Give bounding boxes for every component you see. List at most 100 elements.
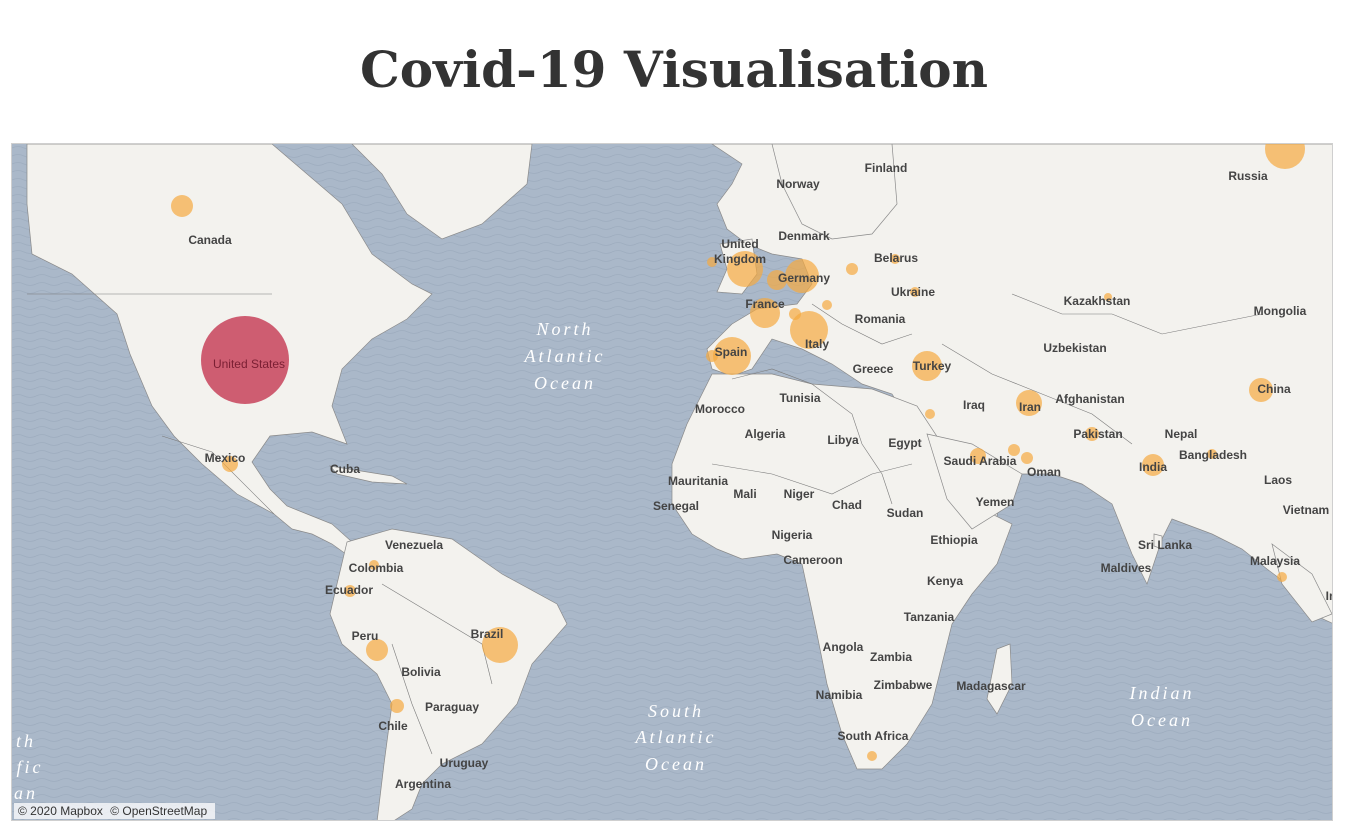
bubble-belgium[interactable] [767, 270, 787, 290]
map-attribution[interactable]: © 2020 Mapbox © OpenStreetMap [14, 803, 216, 819]
bubble-united-kingdom[interactable] [727, 251, 763, 287]
label-denmark: Denmark [778, 229, 830, 243]
bubble-saudi-arabia[interactable] [970, 448, 986, 464]
bubble-kazakhstan[interactable] [1104, 293, 1112, 301]
land-sri-lanka [1153, 533, 1163, 550]
bubble-united-states[interactable] [201, 316, 289, 404]
bubble-qatar[interactable] [1008, 444, 1020, 456]
label-bangladesh: Bangladesh [1179, 448, 1247, 462]
bubble-ireland[interactable] [707, 257, 717, 267]
bubble-iran[interactable] [1016, 390, 1042, 416]
label-angola: Angola [823, 640, 864, 654]
border-africa-a [731, 368, 893, 505]
ocean-label-north-atlantic-3: Ocean [534, 373, 596, 393]
bubble-india[interactable] [1142, 454, 1164, 476]
label-spain: Spain [715, 345, 748, 359]
bubble-mexico[interactable] [222, 456, 238, 472]
label-pakistan: Pakistan [1073, 427, 1122, 441]
bubble-ukraine[interactable] [910, 287, 920, 297]
label-finland: Finland [865, 161, 908, 175]
bubble-china[interactable] [1249, 378, 1273, 402]
bubble-italy[interactable] [790, 311, 828, 349]
label-sri-lanka: Sri Lanka [1138, 538, 1192, 552]
label-yemen: Yemen [976, 495, 1015, 509]
label-zimbabwe: Zimbabwe [874, 678, 933, 692]
land-south-america [329, 528, 568, 820]
attribution-openstreetmap[interactable]: © OpenStreetMap [110, 804, 208, 818]
ocean-label-indian-2: Ocean [1131, 710, 1193, 730]
bubble-brazil[interactable] [482, 627, 518, 663]
label-ecuador: Ecuador [325, 583, 373, 597]
bubble-south-africa[interactable] [867, 751, 877, 761]
label-tanzania: Tanzania [904, 610, 955, 624]
bubble-canada[interactable] [171, 195, 193, 217]
label-nigeria: Nigeria [772, 528, 813, 542]
label-egypt: Egypt [888, 436, 921, 450]
bubble-bangladesh[interactable] [1207, 449, 1217, 459]
bubble-switzerland[interactable] [789, 308, 801, 320]
land-scandinavia [771, 144, 898, 240]
map-canvas[interactable]: North Atlantic Ocean South Atlantic Ocea… [12, 144, 1333, 821]
label-cuba: Cuba [330, 462, 360, 476]
label-norway: Norway [776, 177, 820, 191]
label-belarus: Belarus [874, 251, 918, 265]
ocean-label-north-atlantic-1: North [535, 319, 593, 339]
label-iran: Iran [1019, 400, 1041, 414]
bubble-singapore[interactable] [1277, 572, 1287, 582]
ocean-label-pacific-3: an [14, 783, 38, 803]
label-turkey: Turkey [913, 359, 952, 373]
label-paraguay: Paraguay [425, 700, 479, 714]
label-nepal: Nepal [1165, 427, 1198, 441]
label-ethiopia: Ethiopia [930, 533, 978, 547]
label-canada: Canada [188, 233, 232, 247]
border-europe-a [811, 303, 913, 345]
ocean-label-pacific-1: th [16, 731, 36, 751]
label-maldives: Maldives [1101, 561, 1152, 575]
ocean-labels: North Atlantic Ocean South Atlantic Ocea… [14, 319, 1195, 803]
bubble-austria[interactable] [822, 300, 832, 310]
border-us-mexico [161, 435, 275, 515]
bubble-russia[interactable] [1265, 144, 1305, 169]
bubble-colombia[interactable] [369, 560, 379, 570]
land-africa [671, 373, 1013, 770]
bubble-pakistan[interactable] [1085, 427, 1099, 441]
world-map[interactable]: North Atlantic Ocean South Atlantic Ocea… [11, 143, 1333, 821]
bubble-ecuador[interactable] [344, 585, 356, 597]
label-oman: Oman [1027, 465, 1061, 479]
bubble-israel[interactable] [925, 409, 935, 419]
label-afghanistan: Afghanistan [1055, 392, 1124, 406]
bubble-chile[interactable] [390, 699, 404, 713]
bubble-belarus[interactable] [890, 254, 900, 264]
label-colombia: Colombia [349, 561, 404, 575]
ocean-label-south-atlantic-3: Ocean [645, 754, 707, 774]
bubble-peru[interactable] [366, 639, 388, 661]
bubble-france[interactable] [750, 298, 780, 328]
label-sudan: Sudan [887, 506, 924, 520]
label-saudi-arabia: Saudi Arabia [944, 454, 1017, 468]
label-kingdom: Kingdom [714, 252, 766, 266]
label-malaysia: Malaysia [1250, 554, 1300, 568]
ocean-label-indian-1: Indian [1129, 683, 1195, 703]
label-france: France [745, 297, 785, 311]
label-ukraine: Ukraine [891, 285, 935, 299]
bubble-uae[interactable] [1021, 452, 1033, 464]
bubble-portugal[interactable] [706, 350, 718, 362]
bubble-turkey[interactable] [912, 351, 942, 381]
case-bubbles[interactable] [171, 144, 1305, 761]
bubble-spain[interactable] [713, 337, 751, 375]
label-chile: Chile [378, 719, 408, 733]
label-algeria: Algeria [745, 427, 786, 441]
label-china: China [1257, 382, 1291, 396]
bubble-poland[interactable] [846, 263, 858, 275]
label-vietnam: Vietnam [1283, 503, 1329, 517]
bubble-germany[interactable] [785, 259, 819, 293]
label-peru: Peru [352, 629, 379, 643]
land-greenland [351, 144, 533, 240]
border-samerica-b [391, 643, 433, 755]
border-samerica-a [381, 583, 493, 685]
attribution-mapbox[interactable]: © 2020 Mapbox [18, 804, 103, 818]
label-greece: Greece [853, 362, 894, 376]
label-brazil: Brazil [471, 627, 504, 641]
label-italy: Italy [805, 337, 829, 351]
label-kazakhstan: Kazakhstan [1064, 294, 1131, 308]
